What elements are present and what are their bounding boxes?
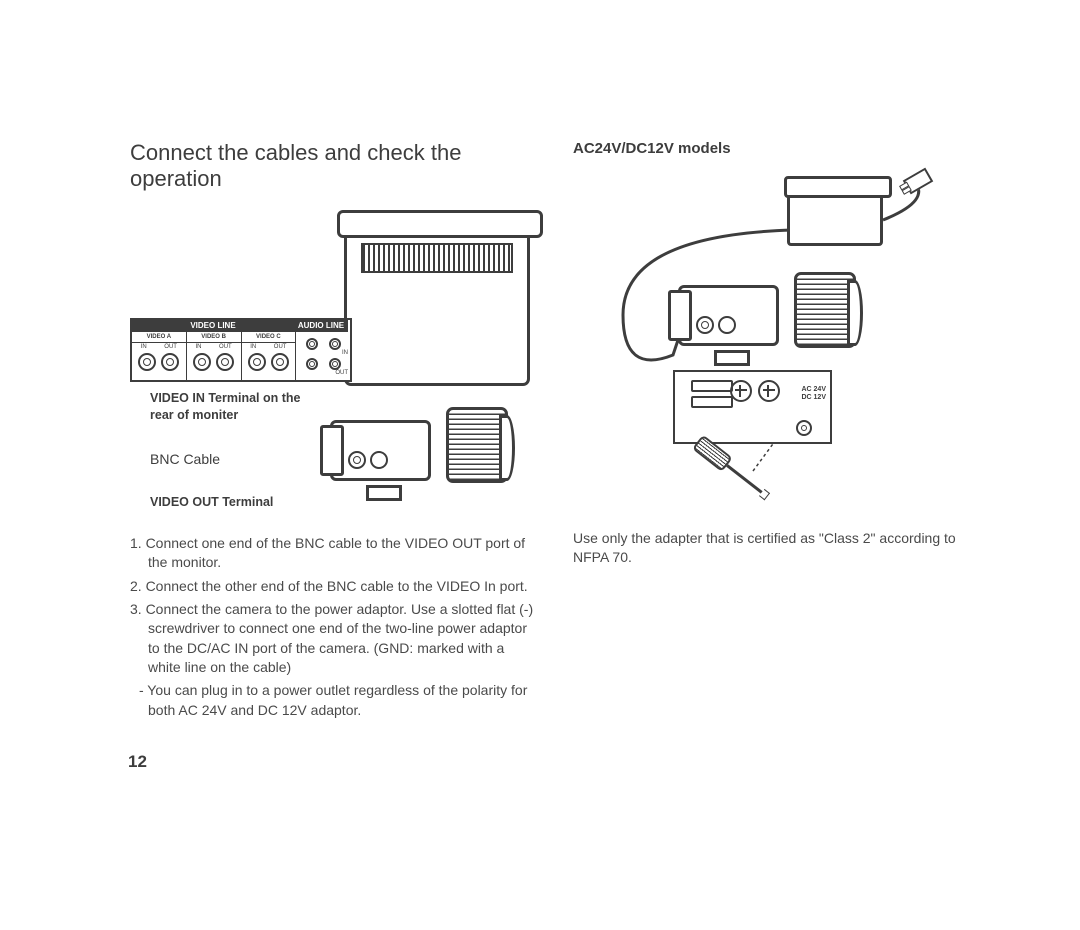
bnc-jack-icon: [161, 353, 179, 371]
left-column: Connect the cables and check the operati…: [130, 140, 537, 720]
panel-sub-video-c: VIDEO C IN OUT: [242, 332, 297, 380]
camera-lens-icon: [446, 407, 508, 483]
in-label: IN: [141, 344, 147, 350]
panel-sub-label: VIDEO B: [187, 332, 241, 343]
panel-sub-label: VIDEO C: [242, 332, 296, 343]
audio-jack-icon: [329, 358, 341, 370]
bnc-jack-icon: [216, 353, 234, 371]
panel-sub-video-a: VIDEO A IN OUT: [132, 332, 187, 380]
wire-fork-icon: [691, 380, 731, 408]
camera-illustration: [320, 395, 470, 495]
bnc-jack-icon: [271, 353, 289, 371]
camera-illustration: [668, 260, 818, 360]
power-adapter-icon: [787, 185, 883, 246]
dc12v-label: DC 12V: [801, 394, 826, 402]
figure-power-adapter: AC 24V DC 12V: [573, 175, 933, 505]
out-label: OUT: [296, 370, 350, 376]
section-title: Connect the cables and check the operati…: [130, 140, 537, 192]
audio-jack-icon: [306, 338, 318, 350]
audio-line-strip: AUDIO LINE: [294, 320, 348, 332]
panel-sub-label: VIDEO A: [132, 332, 186, 343]
camera-back: [320, 425, 344, 476]
right-column: AC24V/DC12V models: [573, 140, 980, 720]
dcac-in-closeup: AC 24V DC 12V: [673, 370, 832, 444]
ac24v-label: AC 24V: [801, 386, 826, 394]
rear-panel: VIDEO LINE AUDIO LINE VIDEO A IN OUT VIDE…: [130, 318, 352, 382]
panel-sub-video-b: VIDEO B IN OUT: [187, 332, 242, 380]
in-label: IN: [196, 344, 202, 350]
audio-jack-icon: [306, 358, 318, 370]
step-3: 3. Connect the camera to the power adapt…: [130, 600, 537, 677]
out-label: OUT: [274, 344, 287, 350]
voltage-label: AC 24V DC 12V: [801, 386, 826, 403]
camera-knob-icon: [370, 451, 388, 469]
models-subhead: AC24V/DC12V models: [573, 140, 980, 157]
monitor-illustration: [344, 220, 530, 386]
screw-terminal-icon: [758, 380, 780, 402]
adapter-top: [784, 176, 892, 198]
camera-back: [668, 290, 692, 341]
panel-grid: VIDEO A IN OUT VIDEO B IN OUT VIDEO C IN OU…: [132, 332, 350, 380]
screw-terminal-icon: [730, 380, 752, 402]
camera-knob-icon: [348, 451, 366, 469]
camera-lens-icon: [794, 272, 856, 348]
audio-jack-icon: [329, 338, 341, 350]
out-label: OUT: [219, 344, 232, 350]
bnc-jack-icon: [796, 420, 812, 436]
page-number: 12: [128, 752, 147, 772]
class2-note: Use only the adapter that is certified a…: [573, 529, 980, 568]
step-3-note: - You can plug in to a power outlet rega…: [130, 681, 537, 720]
in-label: IN: [250, 344, 256, 350]
manual-page: Connect the cables and check the operati…: [0, 0, 1080, 930]
camera-mount: [366, 485, 402, 501]
out-label: OUT: [164, 344, 177, 350]
terminal-screws: [730, 380, 780, 402]
bnc-jack-icon: [248, 353, 266, 371]
panel-sub-audio: IN OUT: [296, 332, 350, 380]
monitor-top: [337, 210, 543, 238]
bnc-cable-label: BNC Cable: [150, 450, 220, 469]
monitor-grille: [361, 243, 513, 273]
video-out-terminal-label: VIDEO OUT Terminal: [150, 494, 273, 511]
video-line-strip: VIDEO LINE: [132, 320, 294, 332]
bnc-jack-icon: [138, 353, 156, 371]
instructions-block: 1. Connect one end of the BNC cable to t…: [130, 534, 537, 720]
step-1: 1. Connect one end of the BNC cable to t…: [130, 534, 537, 573]
video-in-terminal-label: VIDEO IN Terminal on the rear of moniter: [150, 390, 320, 424]
camera-knob-icon: [696, 316, 714, 334]
figure-monitor-camera: VIDEO LINE AUDIO LINE VIDEO A IN OUT VIDE…: [130, 210, 530, 510]
bnc-jack-icon: [193, 353, 211, 371]
camera-mount: [714, 350, 750, 366]
camera-knob-icon: [718, 316, 736, 334]
step-2: 2. Connect the other end of the BNC cabl…: [130, 577, 537, 596]
